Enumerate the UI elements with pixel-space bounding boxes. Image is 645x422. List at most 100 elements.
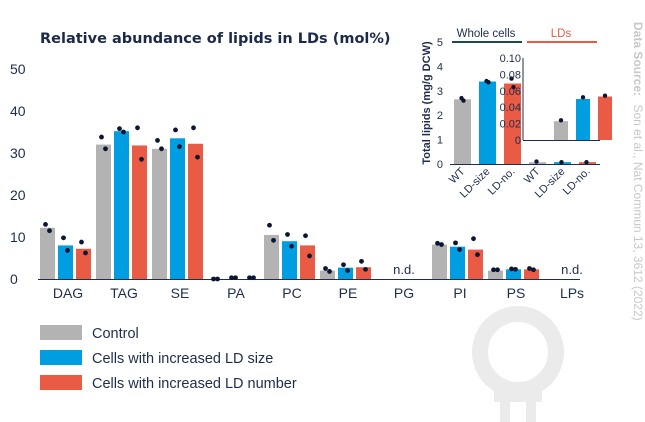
inset-category-p0-wt: WT [447, 165, 468, 186]
main-category-pe: PE [339, 285, 358, 301]
main-y-tick-20: 20 [10, 187, 26, 203]
inset-point-p1-ld-size-0 [559, 159, 564, 165]
bar-se-s2 [188, 143, 203, 279]
main-category-pg: PG [394, 285, 414, 301]
point-tag-s1-1 [121, 129, 126, 135]
inset-bar-p0-ld-size [479, 81, 496, 164]
point-dag-s2-1 [83, 250, 88, 256]
inset-y-tick-4: 4 [437, 61, 443, 73]
main-bars [40, 131, 539, 279]
inset-bars [454, 76, 596, 165]
zoom-y-tick-0.06: 0.06 [500, 86, 521, 98]
point-pe-s2-0 [359, 258, 364, 264]
point-pi-s0-1 [439, 242, 444, 247]
bar-pi-s2 [468, 249, 483, 279]
bar-pc-s1 [282, 241, 297, 279]
point-tag-s0-1 [103, 146, 108, 152]
inset-header-whole-cells: Whole cells [457, 28, 516, 40]
data-source: Data Source: Son et al., Nat Commun 13, … [630, 22, 645, 321]
bar-tag-s1 [114, 131, 129, 279]
inset-bar-p0-wt [454, 99, 471, 164]
bar-ps-s0 [488, 270, 503, 279]
data-source-label: Data Source: [631, 22, 645, 96]
bar-pe-s0 [320, 270, 335, 279]
point-tag-s1-0 [117, 126, 122, 132]
not-detected-labels: n.d. n.d. [393, 262, 583, 277]
point-dag-s1-1 [65, 248, 70, 253]
main-category-pc: PC [282, 285, 301, 301]
inset-category-p1-wt: WT [522, 165, 543, 186]
bar-tag-s0 [96, 144, 111, 279]
zoom-bar-0 [554, 121, 568, 140]
inset-header-lds: LDs [551, 28, 572, 40]
point-pe-s0-1 [327, 269, 332, 274]
legend-label-number: Cells with increased LD number [92, 376, 297, 392]
point-pa-s2-1 [251, 275, 256, 281]
not-detected-pg: n.d. [393, 262, 415, 277]
point-pi-s1-0 [453, 240, 458, 246]
main-category-pa: PA [227, 285, 245, 301]
inset-category-p1-ld-no.: LD-no. [561, 166, 593, 198]
inset-point-p1-ld-no.-0 [584, 159, 589, 165]
point-tag-s0-0 [99, 134, 104, 140]
bar-pi-s1 [450, 246, 465, 279]
bar-ps-s2 [524, 269, 539, 279]
point-pc-s2-1 [307, 253, 312, 259]
point-se-s1-0 [173, 127, 178, 133]
main-y-tick-50: 50 [10, 61, 26, 77]
point-pc-s0-1 [271, 237, 276, 243]
point-pi-s2-0 [471, 236, 476, 242]
zoom-y-tick-0.02: 0.02 [500, 119, 521, 131]
bar-ps-s1 [506, 269, 521, 279]
data-source-text: Son et al., Nat Commun 13, 3612 (2022) [631, 104, 645, 320]
main-category-tag: TAG [110, 285, 138, 301]
point-pe-s2-1 [363, 266, 368, 272]
point-pc-s1-0 [285, 232, 290, 237]
point-dag-s0-1 [47, 228, 52, 234]
inset-bar-p0-ld-no. [504, 83, 521, 164]
point-pi-s2-1 [475, 252, 480, 258]
bar-pc-s2 [300, 245, 315, 279]
inset-y-tick-1: 1 [437, 135, 443, 147]
point-ps-s1-1 [513, 266, 518, 272]
point-pi-s1-1 [457, 247, 462, 253]
main-points [43, 125, 536, 282]
watermark-logo [472, 306, 564, 422]
point-pa-s2-0 [247, 275, 252, 281]
inset-point-p0-wt-1 [461, 98, 466, 103]
zoom-y-tick-0.04: 0.04 [500, 102, 521, 114]
zoom-y-axis-ticks: 0 0.02 0.04 0.06 0.08 0.10 [500, 53, 521, 147]
zoom-y-tick-0: 0 [515, 135, 521, 147]
legend-label-size: Cells with increased LD size [92, 351, 273, 367]
bar-tag-s2 [132, 145, 147, 279]
point-tag-s2-0 [135, 125, 140, 131]
bar-dag-s1 [58, 245, 73, 279]
legend-swatch-number [40, 375, 82, 390]
legend-label-control: Control [92, 326, 139, 342]
point-pa-s1-0 [229, 275, 234, 281]
legend-swatch-size [40, 350, 82, 365]
main-category-lps: LPs [560, 285, 584, 301]
point-pc-s1-1 [289, 243, 294, 249]
inset-y-axis-ticks: 0 1 2 3 4 5 [437, 37, 443, 171]
point-se-s0-0 [155, 138, 160, 143]
point-dag-s0-0 [43, 222, 48, 227]
inset-point-p0-ld-size-1 [486, 80, 491, 85]
point-pa-s1-1 [233, 275, 238, 281]
main-category-dag: DAG [53, 285, 83, 301]
bar-dag-s2 [76, 248, 91, 279]
inset-y-tick-0: 0 [437, 159, 443, 171]
main-y-tick-10: 10 [10, 229, 26, 245]
main-category-pi: PI [453, 285, 466, 301]
inset-y-tick-5: 5 [437, 37, 443, 49]
bar-pe-s1 [338, 267, 353, 279]
inset-y-tick-3: 3 [437, 86, 443, 98]
point-pc-s0-0 [267, 222, 272, 228]
point-ps-s0-0 [491, 267, 496, 273]
inset-point-p1-wt-0 [534, 159, 539, 164]
point-dag-s1-0 [61, 235, 66, 241]
point-se-s2-1 [195, 154, 200, 160]
point-ps-s2-1 [531, 267, 536, 273]
point-dag-s2-0 [79, 239, 84, 245]
